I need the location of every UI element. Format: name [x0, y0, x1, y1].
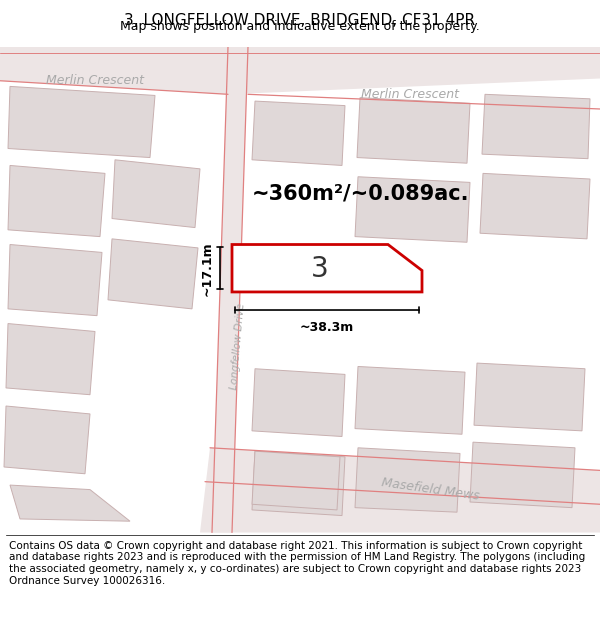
Polygon shape: [8, 86, 155, 158]
Text: Masefield Mews: Masefield Mews: [380, 476, 480, 503]
Polygon shape: [357, 98, 470, 163]
Polygon shape: [252, 451, 340, 510]
Polygon shape: [355, 448, 460, 512]
Polygon shape: [8, 166, 105, 237]
Text: ~360m²/~0.089ac.: ~360m²/~0.089ac.: [251, 184, 469, 204]
Polygon shape: [474, 363, 585, 431]
Polygon shape: [470, 442, 575, 508]
Text: Longfellow Drive: Longfellow Drive: [229, 302, 247, 390]
Polygon shape: [4, 406, 90, 474]
Polygon shape: [355, 177, 470, 242]
Polygon shape: [355, 366, 465, 434]
Polygon shape: [482, 94, 590, 159]
Text: Map shows position and indicative extent of the property.: Map shows position and indicative extent…: [120, 20, 480, 32]
Text: Merlin Crescent: Merlin Crescent: [46, 74, 144, 88]
Polygon shape: [200, 448, 600, 532]
Polygon shape: [212, 47, 248, 532]
Polygon shape: [252, 369, 345, 436]
Text: ~17.1m: ~17.1m: [201, 241, 214, 296]
Polygon shape: [8, 244, 102, 316]
Polygon shape: [112, 160, 200, 228]
Polygon shape: [232, 244, 422, 292]
Text: 3, LONGFELLOW DRIVE, BRIDGEND, CF31 4PR: 3, LONGFELLOW DRIVE, BRIDGEND, CF31 4PR: [124, 13, 476, 28]
Polygon shape: [252, 101, 345, 166]
Text: 3: 3: [311, 256, 329, 283]
Text: ~38.3m: ~38.3m: [300, 321, 354, 334]
Text: Merlin Crescent: Merlin Crescent: [361, 88, 459, 101]
Polygon shape: [6, 324, 95, 395]
Polygon shape: [0, 47, 600, 94]
Text: Contains OS data © Crown copyright and database right 2021. This information is : Contains OS data © Crown copyright and d…: [9, 541, 585, 586]
Polygon shape: [10, 485, 130, 521]
Polygon shape: [252, 451, 345, 516]
Polygon shape: [480, 173, 590, 239]
Polygon shape: [108, 239, 198, 309]
